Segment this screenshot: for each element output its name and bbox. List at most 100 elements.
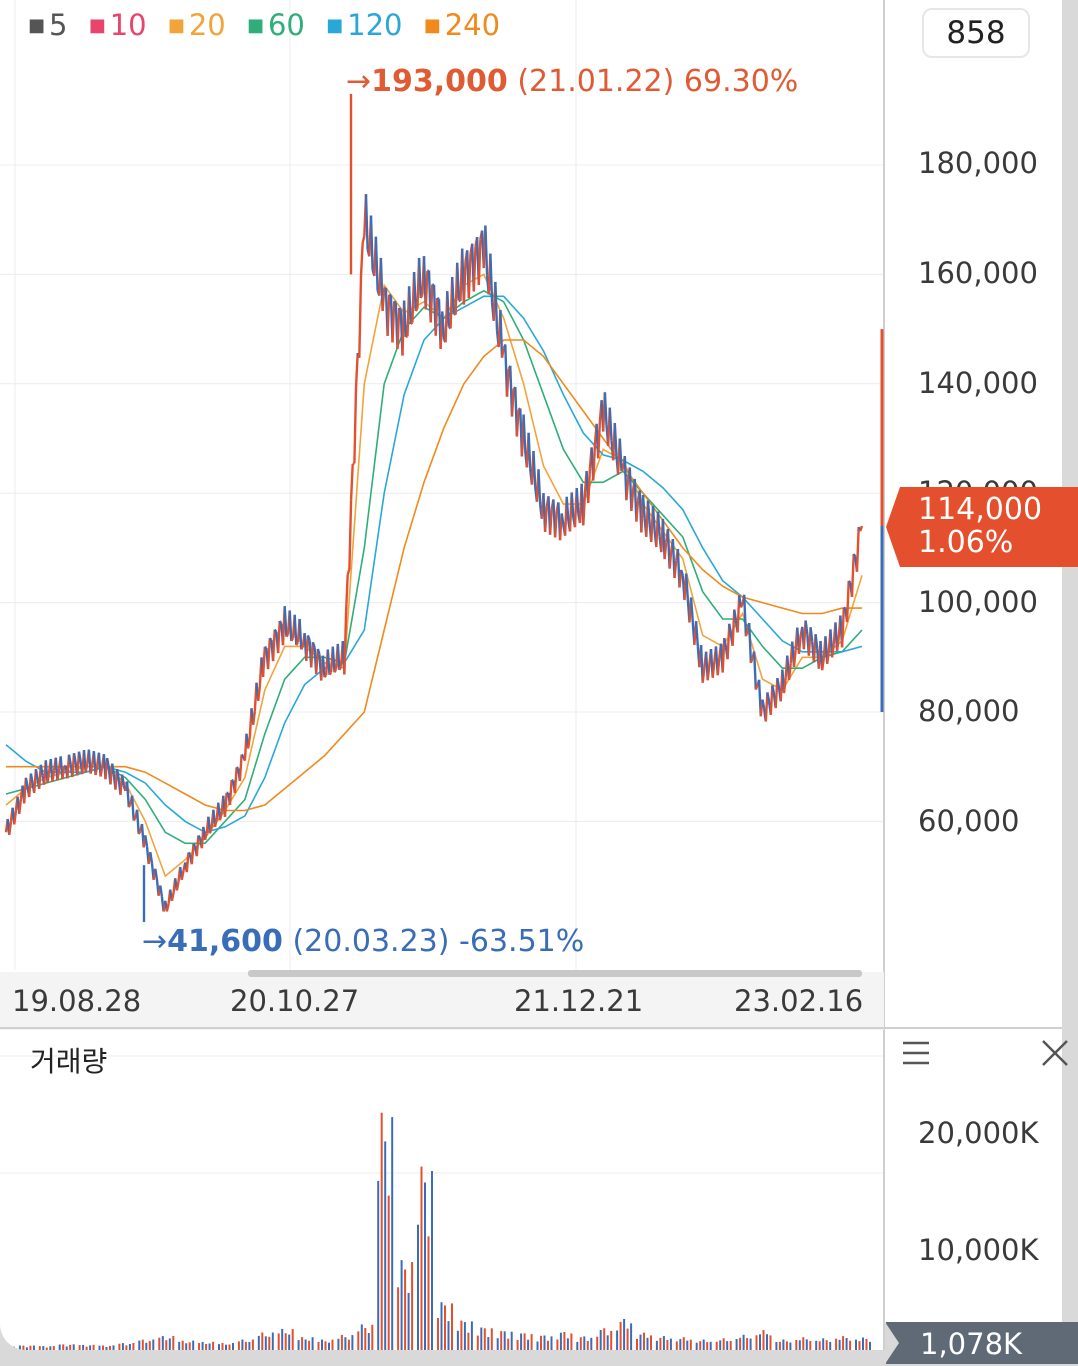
volume-bar	[229, 1345, 231, 1351]
legend-item[interactable]: ■240	[424, 8, 500, 42]
price-candle	[348, 569, 350, 575]
price-candle	[419, 258, 421, 298]
menu-icon[interactable]	[901, 1040, 931, 1066]
volume-bar	[730, 1341, 732, 1350]
price-candle	[409, 286, 411, 324]
price-candle	[854, 554, 856, 557]
price-candle	[137, 810, 139, 834]
legend-item[interactable]: ■120	[326, 8, 402, 42]
price-candle	[323, 656, 325, 678]
price-candle	[648, 501, 650, 525]
ma-line-240	[6, 340, 862, 811]
date-tick-label: 19.08.28	[12, 984, 141, 1018]
volume-bar	[809, 1341, 811, 1350]
price-candle	[36, 769, 38, 779]
volume-bar	[829, 1342, 831, 1350]
price-candle	[278, 621, 280, 653]
price-candle	[14, 810, 16, 824]
current-change: 1.06%	[918, 526, 1078, 559]
price-candle	[62, 767, 64, 779]
volume-bar	[596, 1337, 598, 1350]
price-candle	[107, 758, 109, 768]
volume-bar	[99, 1346, 101, 1350]
price-candle	[182, 871, 184, 880]
volume-bar	[73, 1344, 75, 1350]
legend-item[interactable]: ■5	[28, 8, 67, 42]
price-candle	[194, 844, 196, 846]
volume-bar	[312, 1337, 314, 1350]
price-tick-label: 180,000	[918, 146, 1038, 180]
volume-bar	[647, 1338, 649, 1350]
price-candle	[145, 835, 147, 846]
volume-bar	[690, 1340, 692, 1350]
arrow-right-icon: →	[346, 64, 371, 99]
price-candle	[555, 511, 557, 537]
volume-chart[interactable]	[0, 1030, 1062, 1350]
volume-bar	[26, 1347, 28, 1350]
price-candle	[744, 595, 746, 636]
price-candle	[354, 388, 356, 464]
legend-swatch: ■	[424, 15, 441, 36]
legend-item[interactable]: ■10	[89, 8, 147, 42]
price-candle	[572, 492, 574, 517]
price-candle	[756, 685, 758, 690]
volume-bar	[636, 1339, 638, 1350]
legend-item[interactable]: ■60	[247, 8, 305, 42]
legend-swatch: ■	[326, 15, 343, 36]
price-candle	[588, 469, 590, 503]
ma-legend[interactable]: ■5 ■10 ■20 ■60 ■120 ■240	[28, 8, 512, 42]
volume-bar	[437, 1318, 439, 1350]
volume-bar	[676, 1341, 678, 1350]
close-icon[interactable]	[1040, 1038, 1070, 1068]
volume-bar	[39, 1346, 41, 1350]
volume-bar	[659, 1338, 661, 1350]
price-candle	[708, 665, 710, 681]
volume-bar	[218, 1344, 220, 1350]
price-candle	[545, 506, 547, 532]
volume-bar	[849, 1341, 851, 1350]
volume-bar	[238, 1341, 240, 1350]
current-price-badge: 114,000 1.06%	[900, 487, 1078, 567]
volume-bar	[384, 1141, 386, 1350]
volume-bar	[448, 1321, 450, 1350]
volume-bar	[583, 1336, 585, 1350]
volume-bar	[268, 1337, 270, 1350]
volume-bar	[739, 1338, 741, 1350]
volume-bar	[567, 1338, 569, 1350]
volume-bar	[683, 1337, 685, 1350]
volume-bar	[381, 1113, 383, 1350]
price-candle	[31, 774, 33, 784]
legend-item[interactable]: ■20	[168, 8, 226, 42]
ma-line-60	[6, 291, 862, 844]
price-candle	[306, 635, 308, 660]
scrollbar[interactable]	[248, 970, 862, 977]
volume-bar	[122, 1343, 124, 1350]
price-candle	[9, 821, 11, 835]
volume-bar	[22, 1346, 24, 1350]
volume-bar	[53, 1346, 55, 1350]
volume-bar	[325, 1341, 327, 1350]
volume-bar	[623, 1319, 625, 1350]
price-candle	[643, 495, 645, 519]
price-candle	[794, 650, 796, 667]
volume-bar	[145, 1343, 147, 1350]
price-candle	[852, 554, 854, 597]
price-candle	[150, 852, 152, 863]
volume-bar	[428, 1236, 430, 1350]
volume-bar	[357, 1331, 359, 1350]
volume-bar	[670, 1339, 672, 1350]
candle-count-box[interactable]: 858	[922, 8, 1030, 58]
volume-bar	[113, 1345, 115, 1350]
price-tick-label: 140,000	[918, 366, 1038, 400]
volume-bar	[298, 1340, 300, 1350]
high-price-annotation: →193,000 (21.01.22) 69.30%	[346, 64, 798, 99]
volume-bar	[13, 1347, 15, 1350]
price-candle	[290, 611, 292, 641]
volume-bar	[337, 1339, 339, 1350]
price-candle	[235, 767, 237, 793]
volume-bar	[391, 1117, 393, 1350]
volume-bar	[699, 1341, 701, 1350]
price-candle	[127, 781, 129, 807]
price-candle	[598, 421, 600, 458]
price-candle	[134, 818, 136, 821]
